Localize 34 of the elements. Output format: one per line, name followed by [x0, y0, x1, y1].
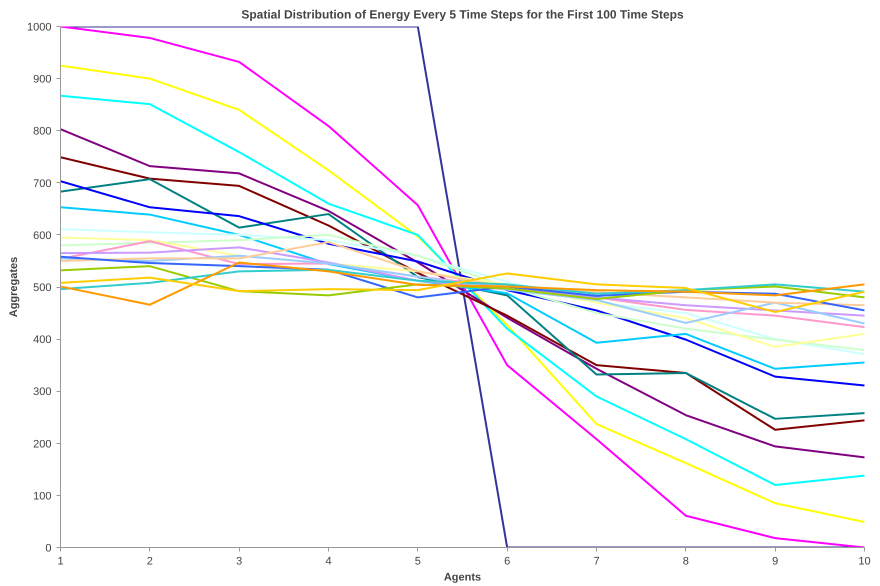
line-series — [60, 272, 864, 314]
line-series — [60, 268, 864, 295]
x-tick-label: 9 — [772, 556, 778, 568]
x-tick-label: 6 — [504, 556, 510, 568]
y-tick-label: 0 — [45, 542, 52, 554]
y-tick-label: 900 — [33, 74, 52, 86]
y-tick-label: 700 — [33, 178, 52, 190]
line-series — [60, 241, 864, 306]
y-tick-label: 400 — [33, 334, 52, 346]
line-series — [60, 262, 864, 306]
y-tick-label: 300 — [33, 386, 52, 398]
x-tick-label: 10 — [858, 556, 871, 568]
line-series — [60, 256, 864, 312]
y-axis-title: Aggregates — [8, 256, 20, 318]
x-tick-label: 4 — [325, 556, 332, 568]
x-tick-label: 1 — [57, 556, 64, 568]
line-series — [60, 254, 864, 324]
y-tick-label: 1000 — [27, 22, 52, 34]
line-series — [60, 265, 864, 300]
y-tick-label: 600 — [33, 230, 52, 242]
x-tick-label: 5 — [414, 556, 421, 568]
line-series — [60, 206, 864, 370]
x-tick-label: 3 — [236, 556, 242, 568]
y-tick-label: 100 — [33, 490, 52, 502]
y-tick-label: 800 — [33, 126, 52, 138]
y-tick-label: 200 — [33, 438, 52, 450]
x-tick-label: 8 — [682, 556, 689, 568]
x-tick-label: 2 — [146, 556, 153, 568]
line-series — [60, 246, 864, 317]
x-tick-label: 7 — [593, 556, 600, 568]
chart-title: Spatial Distribution of Energy Every 5 Time Steps for the First 100 Time Steps — [241, 8, 684, 22]
y-tick-label: 500 — [33, 282, 52, 294]
x-axis-title: Agents — [444, 572, 482, 584]
line-series — [60, 128, 864, 458]
